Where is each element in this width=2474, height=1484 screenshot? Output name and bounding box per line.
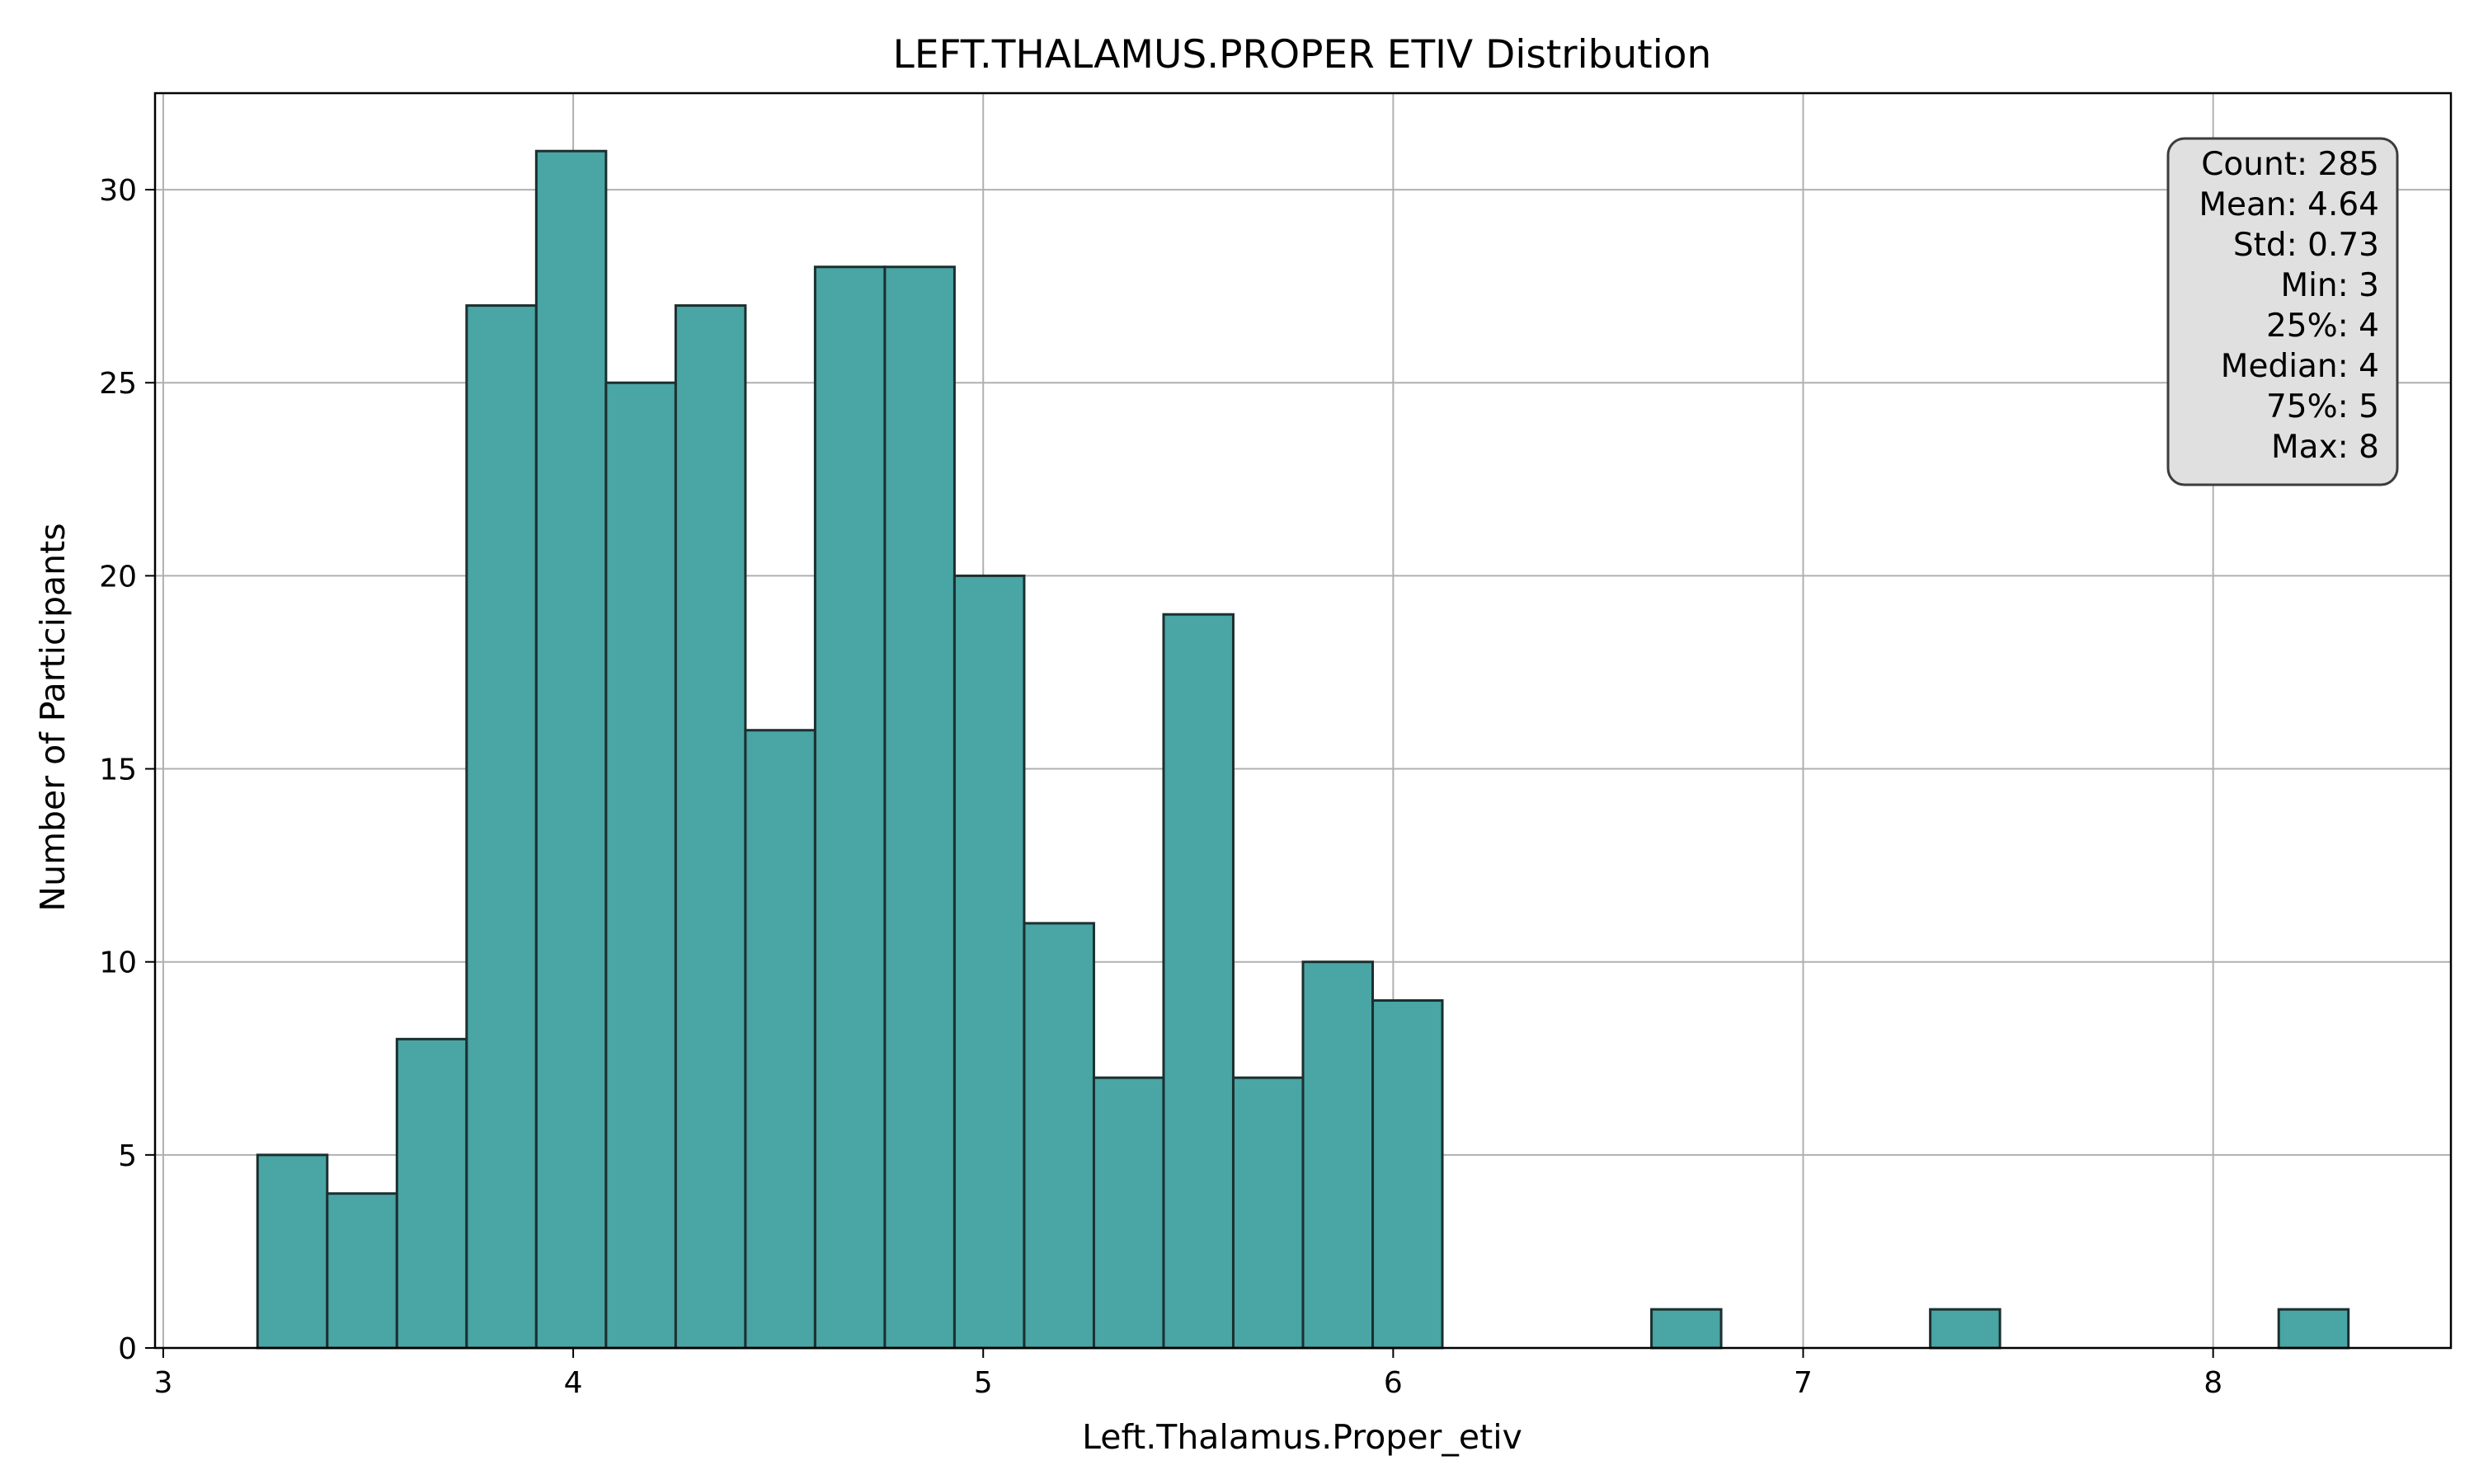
histogram-bar bbox=[674, 304, 747, 1350]
y-axis-label: Number of Participants bbox=[33, 523, 73, 911]
y-tick-label: 15 bbox=[99, 754, 137, 787]
histogram-bar bbox=[1023, 922, 1095, 1350]
histogram-bar bbox=[256, 1153, 329, 1350]
y-tick-label: 20 bbox=[99, 560, 137, 594]
y-tick-label: 0 bbox=[118, 1332, 137, 1366]
plot-frame bbox=[153, 92, 2453, 1350]
x-tick-label: 3 bbox=[153, 1366, 172, 1400]
y-tick-label: 10 bbox=[99, 946, 137, 980]
y-axis-ticks: 0 5 10 15 20 25 30 bbox=[99, 174, 155, 1366]
histogram-bar bbox=[326, 1192, 398, 1350]
stats-box-background bbox=[2166, 137, 2399, 486]
stats-line: Std: 0.73 bbox=[2233, 227, 2379, 264]
stats-line: 75%: 5 bbox=[2266, 388, 2379, 425]
x-tick-label: 4 bbox=[564, 1366, 583, 1400]
histogram-bar bbox=[1231, 1076, 1305, 1350]
stats-line: Mean: 4.64 bbox=[2199, 186, 2379, 223]
x-tick-label: 6 bbox=[1384, 1366, 1403, 1400]
stats-line: Min: 3 bbox=[2280, 267, 2379, 304]
y-tick-label: 5 bbox=[118, 1139, 137, 1173]
histogram-bar bbox=[395, 1037, 468, 1350]
stats-line: 25%: 4 bbox=[2266, 308, 2379, 345]
x-tick-label: 5 bbox=[974, 1366, 993, 1400]
histogram-bars bbox=[256, 149, 2350, 1350]
histogram-bar bbox=[813, 265, 887, 1350]
x-tick-label: 8 bbox=[2204, 1366, 2222, 1400]
histogram-bar bbox=[604, 381, 677, 1350]
y-tick-label: 30 bbox=[99, 174, 137, 208]
histogram-bar bbox=[1162, 613, 1235, 1350]
histogram-bar bbox=[534, 149, 608, 1350]
stats-line: Max: 8 bbox=[2271, 429, 2379, 466]
x-axis-label: Left.Thalamus.Proper_etiv bbox=[1082, 1417, 1522, 1457]
histogram-bar bbox=[1650, 1308, 1723, 1350]
x-tick-label: 7 bbox=[1794, 1366, 1813, 1400]
y-tick-label: 25 bbox=[99, 367, 137, 401]
histogram-bar bbox=[744, 729, 816, 1350]
histogram-bar bbox=[1301, 960, 1375, 1350]
histogram-bar bbox=[2277, 1308, 2350, 1350]
histogram-bar bbox=[883, 265, 956, 1350]
stats-line: Median: 4 bbox=[2221, 348, 2379, 385]
histogram-bar bbox=[1929, 1308, 2001, 1350]
stats-line: Count: 285 bbox=[2201, 146, 2379, 183]
histogram-bar bbox=[952, 574, 1026, 1350]
histogram-bar bbox=[1371, 999, 1444, 1350]
chart-title: LEFT.THALAMUS.PROPER ETIV Distribution bbox=[893, 32, 1712, 77]
x-axis-ticks: 3 4 5 6 7 8 bbox=[153, 1348, 2222, 1400]
histogram-bar bbox=[465, 304, 538, 1350]
histogram-bar bbox=[1092, 1076, 1165, 1350]
